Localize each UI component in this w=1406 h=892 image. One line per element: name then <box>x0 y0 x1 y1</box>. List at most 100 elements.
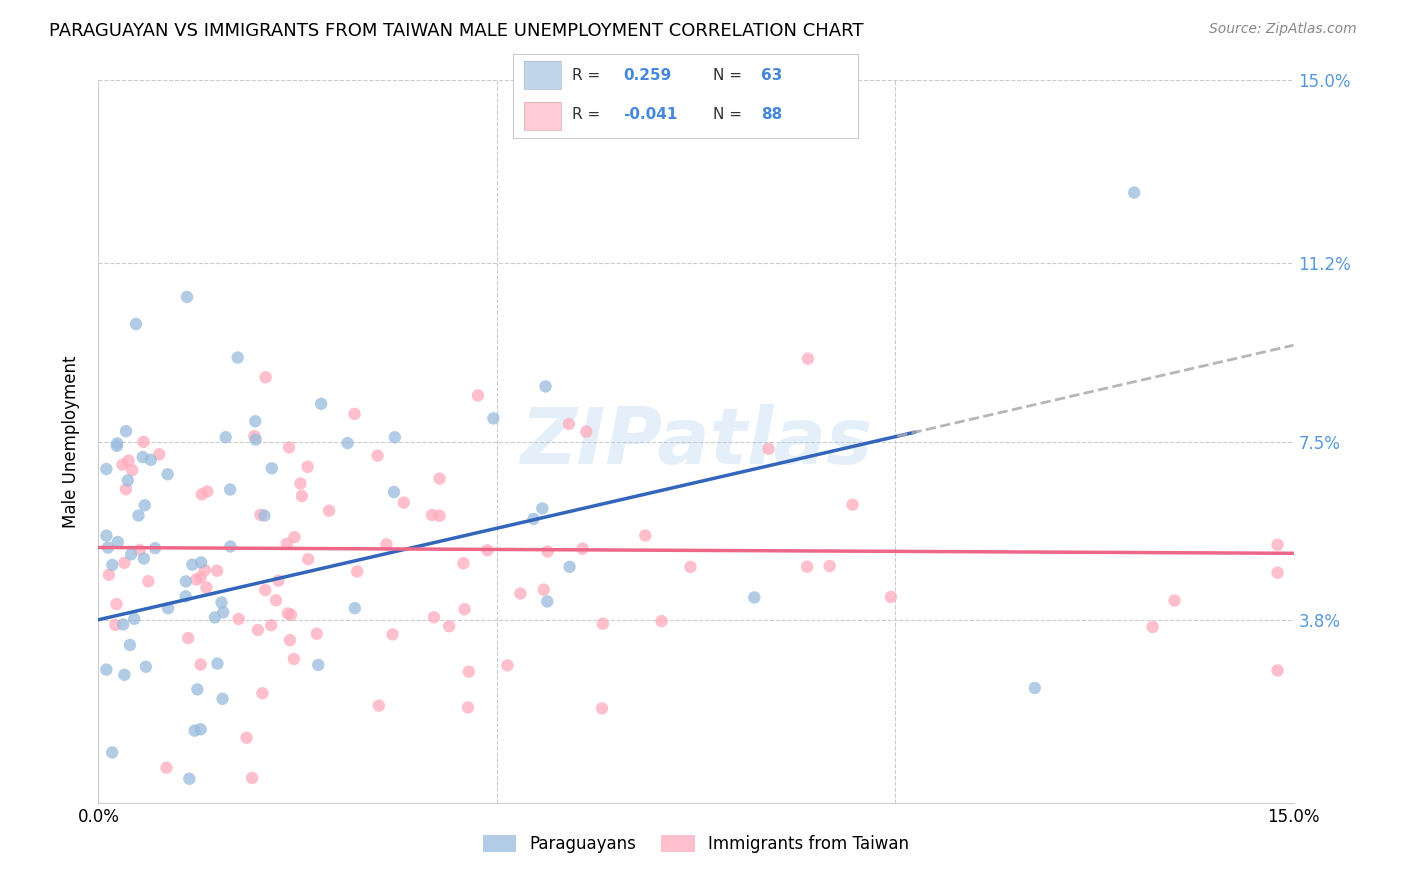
Point <box>136 574 159 589</box>
Point <box>212 605 235 619</box>
Point <box>176 290 198 304</box>
Point <box>276 537 298 551</box>
Point <box>290 476 312 491</box>
Point <box>477 543 499 558</box>
Point <box>509 586 531 600</box>
Text: 88: 88 <box>761 107 783 122</box>
Point <box>240 771 263 785</box>
Point <box>211 691 233 706</box>
Point <box>457 700 479 714</box>
Point <box>156 467 179 482</box>
Point <box>252 686 274 700</box>
Point <box>174 590 197 604</box>
Point <box>533 582 555 597</box>
Point <box>190 556 212 570</box>
Point <box>117 453 139 467</box>
Text: R =: R = <box>572 68 600 83</box>
Point <box>536 544 558 558</box>
Point <box>246 623 269 637</box>
Point <box>191 487 214 501</box>
Point <box>283 530 305 544</box>
Point <box>423 610 446 624</box>
Bar <box>523 102 561 130</box>
Point <box>134 498 156 512</box>
Point <box>219 483 242 497</box>
Point <box>457 665 479 679</box>
Point <box>177 631 200 645</box>
Point <box>1142 620 1164 634</box>
Point <box>96 462 118 476</box>
Point <box>336 436 359 450</box>
Point <box>278 633 301 648</box>
Point <box>297 459 319 474</box>
Point <box>381 627 404 641</box>
Point <box>367 449 389 463</box>
Point <box>205 564 228 578</box>
Point <box>1024 681 1046 695</box>
Point <box>1163 593 1185 607</box>
Point <box>112 617 135 632</box>
Point <box>245 433 267 447</box>
Point <box>101 746 124 760</box>
Point <box>536 594 558 608</box>
Point <box>818 559 841 574</box>
Point <box>291 489 314 503</box>
Point <box>264 593 287 607</box>
Point <box>841 498 863 512</box>
Point <box>204 610 226 624</box>
Point <box>260 618 283 632</box>
Point <box>114 556 136 570</box>
Point <box>118 638 141 652</box>
Point <box>1123 186 1146 200</box>
Point <box>157 601 180 615</box>
Point <box>591 701 613 715</box>
Point <box>558 417 581 431</box>
Point <box>496 658 519 673</box>
Point <box>226 351 249 365</box>
Point <box>121 463 143 477</box>
Point <box>219 540 242 554</box>
Point <box>382 485 405 500</box>
Point <box>453 602 475 616</box>
Point <box>531 501 554 516</box>
Point <box>139 452 162 467</box>
Bar <box>523 102 561 130</box>
Point <box>115 424 138 438</box>
Point <box>384 430 406 444</box>
Text: -0.041: -0.041 <box>623 107 678 122</box>
Point <box>143 541 166 556</box>
Point <box>183 723 205 738</box>
Point <box>367 698 389 713</box>
Point <box>796 559 818 574</box>
Point <box>797 351 820 366</box>
Point <box>392 495 415 509</box>
Point <box>249 508 271 522</box>
Point <box>534 379 557 393</box>
Point <box>260 461 283 475</box>
Point <box>132 434 155 449</box>
Point <box>309 397 332 411</box>
Text: N =: N = <box>713 68 742 83</box>
Point <box>120 547 142 561</box>
Point <box>758 442 780 456</box>
Point <box>634 528 657 542</box>
Legend: Paraguayans, Immigrants from Taiwan: Paraguayans, Immigrants from Taiwan <box>477 828 915 860</box>
Point <box>190 570 212 584</box>
Point <box>375 537 398 551</box>
Point <box>235 731 257 745</box>
Point <box>97 567 120 582</box>
Point <box>194 563 217 577</box>
Point <box>243 429 266 443</box>
Point <box>97 541 120 555</box>
Point <box>343 407 366 421</box>
Point <box>523 512 546 526</box>
Point <box>190 723 212 737</box>
Point <box>127 508 149 523</box>
Point <box>283 652 305 666</box>
Point <box>186 573 208 587</box>
Point <box>112 668 135 682</box>
Point <box>429 472 451 486</box>
Point <box>115 482 138 496</box>
Point <box>742 591 765 605</box>
Point <box>207 657 229 671</box>
